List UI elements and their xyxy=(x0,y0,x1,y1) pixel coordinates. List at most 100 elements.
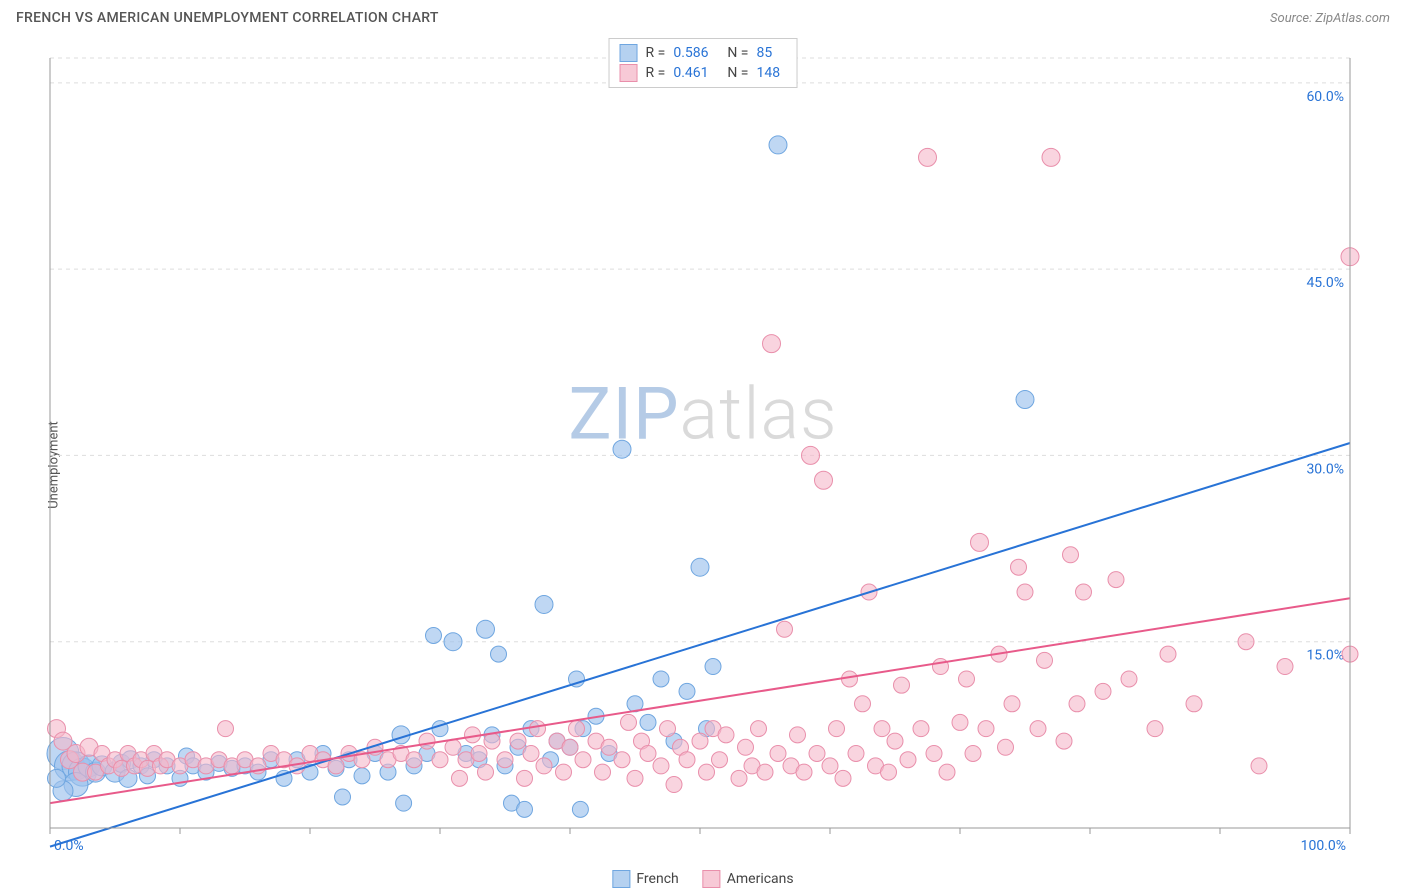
point-americans xyxy=(699,764,715,780)
point-americans xyxy=(601,739,617,755)
r-value-french: 0.586 xyxy=(673,45,719,61)
x-tick-label: 0.0% xyxy=(54,838,84,854)
trend-line-french xyxy=(50,443,1350,847)
chart-area: Unemployment ZIPatlas R =0.586N =85R =0.… xyxy=(0,38,1406,892)
y-tick-label: 15.0% xyxy=(1306,648,1344,664)
point-americans xyxy=(790,727,806,743)
point-americans xyxy=(679,752,695,768)
n-value-americans: 148 xyxy=(756,65,786,81)
legend-item-americans: Americans xyxy=(703,870,794,888)
point-americans xyxy=(1095,683,1111,699)
point-americans xyxy=(939,764,955,780)
point-french xyxy=(653,671,669,687)
n-label: N = xyxy=(727,45,748,61)
point-americans xyxy=(1037,652,1053,668)
point-americans xyxy=(822,758,838,774)
point-french xyxy=(396,795,412,811)
point-french xyxy=(491,646,507,662)
point-americans xyxy=(471,745,487,761)
legend-label: French xyxy=(636,871,678,887)
legend-swatch-icon xyxy=(612,870,630,888)
point-french xyxy=(705,659,721,675)
point-americans xyxy=(971,533,989,551)
legend-swatch-icon xyxy=(703,870,721,888)
point-french xyxy=(426,628,442,644)
point-americans xyxy=(1069,696,1085,712)
point-americans xyxy=(829,721,845,737)
point-french xyxy=(335,789,351,805)
r-value-americans: 0.461 xyxy=(673,65,719,81)
point-americans xyxy=(510,733,526,749)
point-americans xyxy=(530,721,546,737)
point-americans xyxy=(1042,148,1060,166)
point-americans xyxy=(952,714,968,730)
point-french xyxy=(572,801,588,817)
point-americans xyxy=(751,721,767,737)
source-label: Source: ZipAtlas.com xyxy=(1270,11,1390,26)
point-americans xyxy=(998,739,1014,755)
point-french xyxy=(354,768,370,784)
point-americans xyxy=(627,770,643,786)
point-americans xyxy=(1251,758,1267,774)
point-americans xyxy=(595,764,611,780)
point-french xyxy=(679,683,695,699)
n-label: N = xyxy=(727,65,748,81)
r-label: R = xyxy=(646,45,666,61)
point-americans xyxy=(452,770,468,786)
point-french xyxy=(769,136,787,154)
n-value-french: 85 xyxy=(756,45,786,61)
r-label: R = xyxy=(646,65,666,81)
point-americans xyxy=(887,733,903,749)
point-americans xyxy=(965,745,981,761)
point-americans xyxy=(640,745,656,761)
point-americans xyxy=(959,671,975,687)
point-americans xyxy=(757,764,773,780)
point-americans xyxy=(218,721,234,737)
point-americans xyxy=(738,739,754,755)
point-americans xyxy=(809,745,825,761)
point-americans xyxy=(478,764,494,780)
point-americans xyxy=(484,733,500,749)
point-americans xyxy=(1147,721,1163,737)
point-americans xyxy=(770,745,786,761)
y-tick-label: 45.0% xyxy=(1306,275,1344,291)
point-french xyxy=(444,633,462,651)
swatch-french-icon xyxy=(620,44,638,62)
point-americans xyxy=(614,752,630,768)
point-americans xyxy=(621,714,637,730)
point-americans xyxy=(796,764,812,780)
point-americans xyxy=(562,739,578,755)
point-americans xyxy=(802,446,820,464)
stats-row-french: R = 0.586 N = 85 xyxy=(620,43,787,63)
point-americans xyxy=(1186,696,1202,712)
y-tick-label: 60.0% xyxy=(1306,89,1344,105)
point-americans xyxy=(666,777,682,793)
point-americans xyxy=(712,752,728,768)
point-americans xyxy=(1108,572,1124,588)
point-americans xyxy=(419,733,435,749)
point-americans xyxy=(556,764,572,780)
point-americans xyxy=(653,758,669,774)
point-americans xyxy=(497,752,513,768)
point-americans xyxy=(926,745,942,761)
x-tick-label: 100.0% xyxy=(1301,838,1346,854)
legend-label: Americans xyxy=(727,871,794,887)
point-french xyxy=(691,558,709,576)
legend-item-french: French xyxy=(612,870,678,888)
point-americans xyxy=(913,721,929,737)
point-americans xyxy=(881,764,897,780)
point-americans xyxy=(815,471,833,489)
point-americans xyxy=(517,770,533,786)
point-americans xyxy=(1004,696,1020,712)
scatter-plot: 15.0% 30.0% 45.0% 60.0% 0.0% 100.0% xyxy=(0,38,1406,858)
point-americans xyxy=(900,752,916,768)
point-americans xyxy=(777,621,793,637)
point-americans xyxy=(660,721,676,737)
y-tick-label: 30.0% xyxy=(1306,461,1344,477)
point-americans xyxy=(1238,634,1254,650)
point-french xyxy=(517,801,533,817)
point-americans xyxy=(406,752,422,768)
point-americans xyxy=(718,727,734,743)
point-americans xyxy=(894,677,910,693)
point-french xyxy=(640,714,656,730)
